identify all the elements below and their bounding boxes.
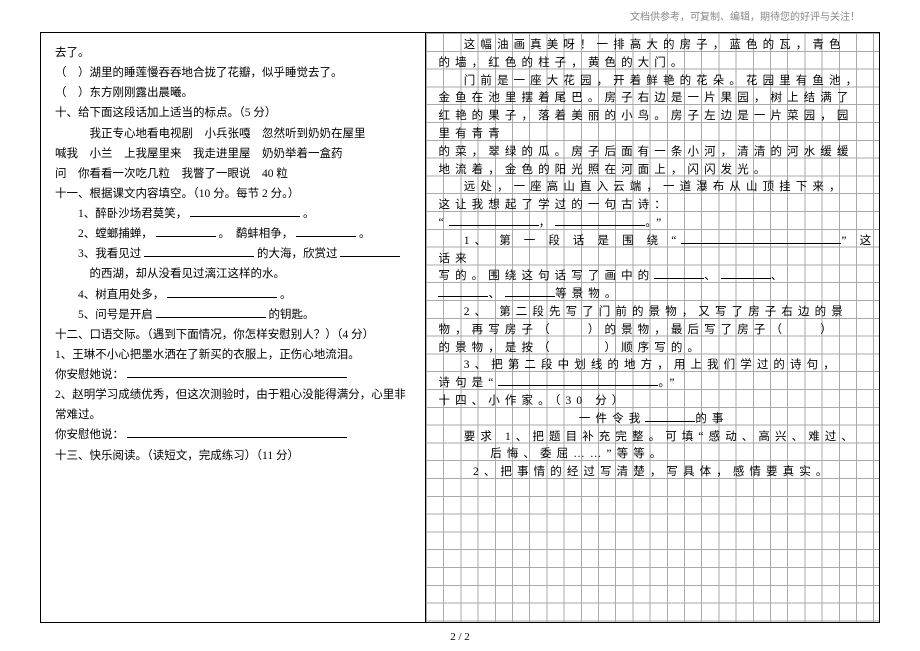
text: 、 bbox=[771, 270, 788, 282]
blank bbox=[438, 287, 488, 297]
right-column: 这幅油画真美呀！一排高大的房子，蓝色的瓦，青色 的墙，红色的柱子，黄色的大门。 … bbox=[426, 33, 879, 622]
text: ， bbox=[539, 217, 556, 229]
q11-4: 4、树直用处多， 。 bbox=[55, 285, 411, 305]
q13-title: 十三、快乐阅读。（读短文，完成练习）（11 分） bbox=[55, 446, 411, 466]
blank bbox=[498, 376, 658, 386]
rline-poem: “ ， 。” bbox=[438, 215, 869, 233]
q12-1: 1、王琳不小心把墨水洒在了新买的衣服上，正伤心地流泪。 bbox=[55, 345, 411, 365]
blank bbox=[127, 367, 347, 379]
q11-5: 5、问号是开启 的钥匙。 bbox=[55, 305, 411, 325]
text: 的钥匙。 bbox=[269, 309, 315, 321]
blank bbox=[156, 226, 216, 238]
page-number: 2 / 2 bbox=[0, 631, 920, 643]
rq14-req2: 2、把事情的经过写清楚，写具体，感情要真实。 bbox=[438, 464, 869, 482]
q11-3b: 的西湖，却从没看见过漓江这样的水。 bbox=[55, 264, 411, 284]
rq3b: 诗句是“ 。” bbox=[438, 375, 869, 393]
header-note: 文档供参考，可复制、编辑，期待您的好评与关注！ bbox=[630, 8, 860, 23]
rq14-req1: 要求 1、把题目补充完整。可填“感动、高兴、难过、 bbox=[438, 429, 869, 447]
rline: 这让我想起了学过的一句古诗： bbox=[438, 197, 869, 215]
rq1b: 写的。围绕这句话写了画中的 、 、 bbox=[438, 268, 869, 286]
rline: 里有青青 bbox=[438, 126, 869, 144]
text: 、 bbox=[704, 270, 721, 282]
line: 我正专心地看电视剧 小兵张嘎 忽然听到奶奶在屋里 bbox=[55, 124, 411, 144]
blank bbox=[721, 269, 771, 279]
q11-3: 3、我看见过 的大海，欣赏过 bbox=[55, 244, 411, 264]
text: 诗句是“ bbox=[438, 377, 498, 389]
rq2c: 的景物，是按（ ）顺序写的。 bbox=[438, 340, 869, 358]
q11-2: 2、螳螂捕蝉， 。 鹬蚌相争， 。 bbox=[55, 224, 411, 244]
text: 。 鹬蚌相争， bbox=[219, 228, 294, 240]
blank bbox=[127, 427, 347, 439]
line: 喊我 小兰 上我屋里来 我走进里屋 奶奶举着一盒药 bbox=[55, 144, 411, 164]
rq1c: 、 等景物。 bbox=[438, 286, 869, 304]
blank bbox=[449, 216, 539, 226]
text: 4、树直用处多， bbox=[78, 289, 164, 301]
q11-title: 十一、根据课文内容填空。（10 分。每节 2 分。） bbox=[55, 184, 411, 204]
rline: 地流着，金色的阳光照在河面上，闪闪发光。 bbox=[438, 162, 869, 180]
right-content: 这幅油画真美呀！一排高大的房子，蓝色的瓦，青色 的墙，红色的柱子，黄色的大门。 … bbox=[426, 33, 879, 622]
rq14-title: 十四、小作家。（30 分） bbox=[438, 393, 869, 411]
text: 的事 bbox=[695, 413, 728, 425]
blank bbox=[167, 286, 277, 298]
rline: 这幅油画真美呀！一排高大的房子，蓝色的瓦，青色 bbox=[438, 37, 869, 55]
q11-1: 1、醉卧沙场君莫笑， 。 bbox=[55, 204, 411, 224]
rq2b: 物，再写房子（ ）的景物，最后写了房子（ ） bbox=[438, 322, 869, 340]
blank bbox=[190, 206, 300, 218]
text: 你安慰她说： bbox=[55, 369, 124, 381]
text: 2、螳螂捕蝉， bbox=[78, 228, 153, 240]
line: 去了。 bbox=[55, 43, 411, 63]
text: 。 bbox=[280, 289, 292, 301]
rline: 红艳的果子，落着美丽的小鸟。房子左边是一片菜园，园 bbox=[438, 108, 869, 126]
rq14-topic: 一件令我 的事 bbox=[438, 411, 869, 429]
left-column: 去了。 （ ）湖里的睡莲慢吞吞地合拢了花瓣，似乎睡觉去了。 （ ）东方刚刚露出晨… bbox=[41, 33, 426, 622]
blank bbox=[645, 411, 695, 421]
rline: 话来 bbox=[438, 251, 869, 269]
text: 。 bbox=[303, 208, 315, 220]
blank bbox=[654, 269, 704, 279]
rline: 门前是一座大花园，开着鲜艳的花朵。花园里有鱼池， bbox=[438, 73, 869, 91]
line: 问 你看看一次吃几粒 我瞥了一眼说 40 粒 bbox=[55, 164, 411, 184]
text: ” 这 句 bbox=[841, 235, 879, 247]
text: 1、醉卧沙场君莫笑， bbox=[78, 208, 187, 220]
text: 。” bbox=[645, 217, 666, 229]
text: 。 bbox=[359, 228, 371, 240]
rline: 的墙，红色的柱子，黄色的大门。 bbox=[438, 55, 869, 73]
rq2: 2、 第二段先写了门前的景物，又写了房子右边的景 bbox=[438, 304, 869, 322]
q10-title: 十、给下面这段话加上适当的标点。（5 分） bbox=[55, 103, 411, 123]
blank bbox=[340, 246, 400, 258]
text: 写的。围绕这句话写了画中的 bbox=[438, 270, 654, 282]
rq1: 1、 第 一 段 话 是 围 绕 “” 这 句 bbox=[438, 233, 869, 251]
rline: 金鱼在池里摆着尾巴。房子右边是一片果园，树上结满了 bbox=[438, 90, 869, 108]
line: （ ）东方刚刚露出晨曦。 bbox=[55, 83, 411, 103]
q12-title: 十二、口语交际。（遇到下面情况，你怎样安慰别人？）（4 分） bbox=[55, 325, 411, 345]
text: 。” bbox=[658, 377, 679, 389]
text: 、 bbox=[488, 288, 505, 300]
text: 的大海，欣赏过 bbox=[257, 248, 338, 260]
rline: 的菜，翠绿的瓜。房子后面有一条小河，清清的河水缓缓 bbox=[438, 144, 869, 162]
q12-2b: 你安慰他说： bbox=[55, 425, 411, 445]
blank bbox=[296, 226, 356, 238]
q12-1b: 你安慰她说： bbox=[55, 365, 411, 385]
line: （ ）湖里的睡莲慢吞吞地合拢了花瓣，似乎睡觉去了。 bbox=[55, 63, 411, 83]
text: “ bbox=[438, 217, 448, 229]
page-container: 去了。 （ ）湖里的睡莲慢吞吞地合拢了花瓣，似乎睡觉去了。 （ ）东方刚刚露出晨… bbox=[40, 32, 880, 623]
blank bbox=[681, 233, 841, 243]
text: 3、我看见过 bbox=[78, 248, 141, 260]
blank bbox=[555, 216, 645, 226]
blank bbox=[156, 306, 266, 318]
rq14-req1b: 后悔、委屈……”等等。 bbox=[438, 446, 869, 464]
blank bbox=[144, 246, 254, 258]
blank bbox=[505, 287, 555, 297]
text: 等景物。 bbox=[555, 288, 621, 300]
q12-2: 2、赵明学习成绩优秀，但这次测验时，由于粗心没能得满分，心里非常难过。 bbox=[55, 385, 411, 425]
rline: 远处，一座高山直入云端，一道瀑布从山顶挂下来， bbox=[438, 179, 869, 197]
rq3: 3、把第二段中划线的地方，用上我们学过的诗句， bbox=[438, 357, 869, 375]
text: 1、 第 一 段 话 是 围 绕 “ bbox=[464, 235, 682, 247]
text: 5、问号是开启 bbox=[78, 309, 153, 321]
text: 一件令我 bbox=[579, 413, 645, 425]
text: 你安慰他说： bbox=[55, 429, 124, 441]
